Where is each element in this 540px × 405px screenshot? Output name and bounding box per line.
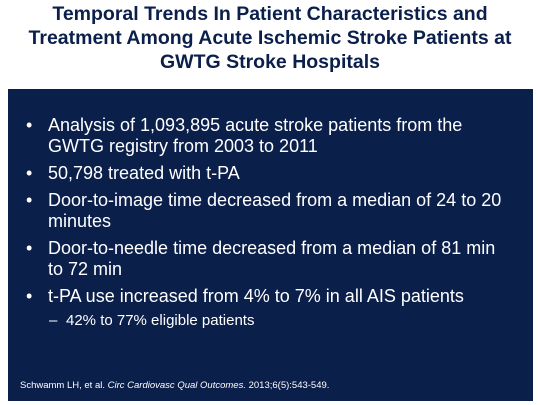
citation-journal: Circ Cardiovasc Qual Outcomes.	[107, 380, 246, 391]
bullet-text: 50,798 treated with t-PA	[48, 163, 240, 183]
bullet-text: Door-to-image time decreased from a medi…	[48, 190, 502, 231]
bullet-marker: •	[26, 115, 33, 135]
bullet-marker: •	[26, 286, 33, 306]
slide-title: Temporal Trends In Patient Characteristi…	[0, 0, 540, 74]
sub-bullet-text: 42% to 77% eligible patients	[66, 312, 255, 329]
bullet-item-4: • Door-to-needle time decreased from a m…	[22, 238, 512, 280]
bullet-text: Door-to-needle time decreased from a med…	[48, 238, 496, 279]
bullet-item-2: • 50,798 treated with t-PA	[22, 163, 512, 184]
slide-title-line-3: GWTG Stroke Hospitals	[160, 51, 380, 73]
sub-bullet-marker: –	[49, 312, 58, 329]
sub-bullet-item-1: – 42% to 77% eligible patients	[22, 312, 512, 330]
citation-details: 2013;6(5):543-549.	[245, 380, 330, 391]
bullet-item-5: • t-PA use increased from 4% to 7% in al…	[22, 286, 512, 307]
slide-title-line-1: Temporal Trends In Patient Characteristi…	[52, 3, 488, 25]
citation-authors: Schwamm LH, et al.	[20, 380, 108, 391]
citation: Schwamm LH, et al. Circ Cardiovasc Qual …	[20, 380, 329, 392]
bullet-marker: •	[26, 190, 33, 210]
bullet-marker: •	[26, 163, 33, 183]
bullet-marker: •	[26, 238, 33, 258]
content-panel: • Analysis of 1,093,895 acute stroke pat…	[8, 89, 533, 401]
title-area: Temporal Trends In Patient Characteristi…	[0, 0, 540, 80]
bullet-item-1: • Analysis of 1,093,895 acute stroke pat…	[22, 115, 512, 157]
slide-title-line-2: Treatment Among Acute Ischemic Stroke Pa…	[28, 27, 512, 49]
bullet-text: Analysis of 1,093,895 acute stroke patie…	[48, 115, 463, 156]
bullet-item-3: • Door-to-image time decreased from a me…	[22, 190, 512, 232]
bullet-text: t-PA use increased from 4% to 7% in all …	[48, 286, 464, 306]
bullet-list: • Analysis of 1,093,895 acute stroke pat…	[22, 115, 512, 330]
